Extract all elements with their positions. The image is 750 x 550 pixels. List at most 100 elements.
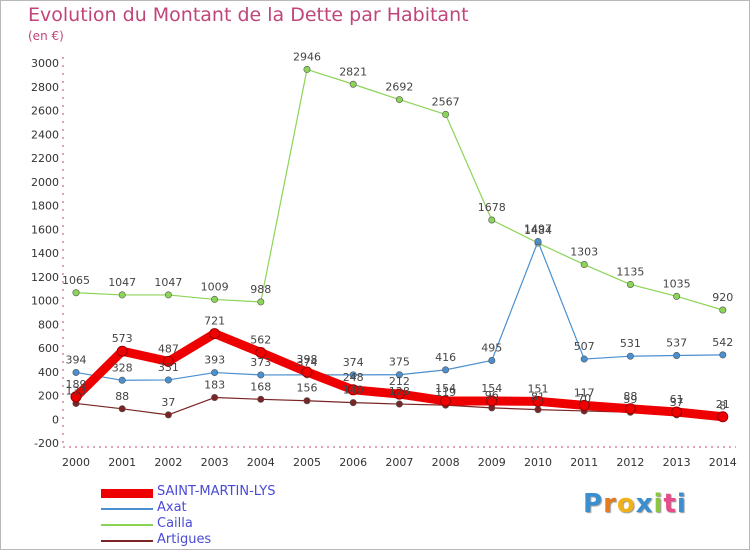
data-label: 920: [712, 291, 733, 304]
proxiti-logo: Proxiti: [583, 489, 687, 519]
data-point: [578, 399, 590, 411]
data-label: 59: [623, 393, 637, 406]
data-label: 2692: [385, 81, 413, 94]
data-label: 573: [112, 332, 133, 345]
x-tick-label: 2008: [432, 456, 460, 469]
y-tick-label: 600: [38, 342, 59, 355]
data-point: [164, 291, 172, 299]
logo-letter: o: [616, 489, 636, 519]
data-label: 1035: [663, 277, 691, 290]
y-tick-label: 800: [38, 318, 59, 331]
legend-swatch-axat: [101, 508, 153, 510]
data-point: [580, 261, 588, 269]
data-point: [673, 351, 681, 359]
data-label: 487: [158, 342, 179, 355]
data-label: 2567: [432, 95, 460, 108]
y-tick-label: -200: [34, 437, 59, 450]
data-point: [442, 366, 450, 374]
data-point: [349, 399, 357, 407]
data-point: [347, 384, 359, 396]
data-label: 119: [435, 386, 456, 399]
data-label: 140: [343, 384, 364, 397]
data-point: [301, 366, 313, 378]
data-label: 133: [66, 384, 87, 397]
x-tick-label: 2007: [385, 456, 413, 469]
x-tick-label: 2001: [108, 456, 136, 469]
x-tick-label: 2011: [570, 456, 598, 469]
y-tick-label: 1000: [31, 295, 59, 308]
data-point: [395, 371, 403, 379]
data-point: [671, 406, 683, 418]
data-label: 1065: [62, 274, 90, 287]
data-point: [164, 376, 172, 384]
data-label: 154: [435, 382, 456, 395]
data-label: 1009: [201, 280, 229, 293]
data-label: 61: [670, 393, 684, 406]
data-point: [626, 280, 634, 288]
data-label: 328: [112, 361, 133, 374]
data-point: [118, 376, 126, 384]
x-tick-label: 2012: [616, 456, 644, 469]
legend-label: Axat: [157, 500, 187, 515]
data-label: 1484: [524, 224, 552, 237]
data-label: 248: [343, 371, 364, 384]
y-tick-label: 1600: [31, 223, 59, 236]
data-label: 331: [158, 361, 179, 374]
data-label: 88: [623, 390, 637, 403]
data-point: [717, 411, 729, 423]
data-point: [257, 371, 265, 379]
y-tick-label: 2200: [31, 152, 59, 165]
data-label: 21: [716, 398, 730, 411]
legend-swatch-cailla: [101, 524, 153, 526]
data-point: [395, 96, 403, 104]
data-point: [211, 369, 219, 377]
data-point: [257, 298, 265, 306]
data-label: 168: [250, 380, 271, 393]
y-tick-label: 2800: [31, 81, 59, 94]
data-point: [349, 371, 357, 379]
data-point: [70, 391, 82, 403]
legend-label: Artigues: [157, 532, 212, 547]
data-point: [118, 291, 126, 299]
y-tick-label: 2400: [31, 128, 59, 141]
data-point: [303, 65, 311, 73]
logo-letter: r: [603, 489, 617, 519]
data-point: [303, 397, 311, 405]
x-tick-label: 2003: [201, 456, 229, 469]
legend-label: SAINT-MARTIN-LYS: [157, 484, 276, 499]
data-label: 154: [481, 382, 502, 395]
data-label: 81: [531, 391, 545, 404]
y-tick-label: 2600: [31, 105, 59, 118]
y-tick-label: 400: [38, 366, 59, 379]
logo-letter: i: [676, 489, 687, 519]
data-label: 394: [66, 353, 87, 366]
data-label: 96: [485, 389, 499, 402]
data-point: [72, 368, 80, 376]
data-point: [72, 289, 80, 297]
data-label: 183: [204, 379, 225, 392]
y-tick-label: 2000: [31, 176, 59, 189]
data-point: [624, 403, 636, 415]
data-label: 128: [389, 385, 410, 398]
data-label: 212: [389, 375, 410, 388]
data-label: 374: [297, 356, 318, 369]
chart-subtitle: (en €): [28, 29, 64, 43]
data-label: 70: [577, 392, 591, 405]
data-point: [349, 80, 357, 88]
data-label: 374: [343, 356, 364, 369]
data-label: 1047: [154, 276, 182, 289]
data-point: [255, 347, 267, 359]
chart-title: Evolution du Montant de la Dette par Hab…: [28, 4, 469, 26]
data-label: 117: [574, 386, 595, 399]
data-point: [486, 395, 498, 407]
data-point: [209, 328, 221, 340]
data-point: [626, 352, 634, 360]
legend-swatch-artigues: [101, 540, 153, 542]
x-tick-label: 2005: [293, 456, 321, 469]
data-point: [164, 411, 172, 419]
data-point: [488, 216, 496, 224]
data-label: 375: [389, 356, 410, 369]
x-tick-label: 2013: [663, 456, 691, 469]
data-label: 373: [250, 356, 271, 369]
